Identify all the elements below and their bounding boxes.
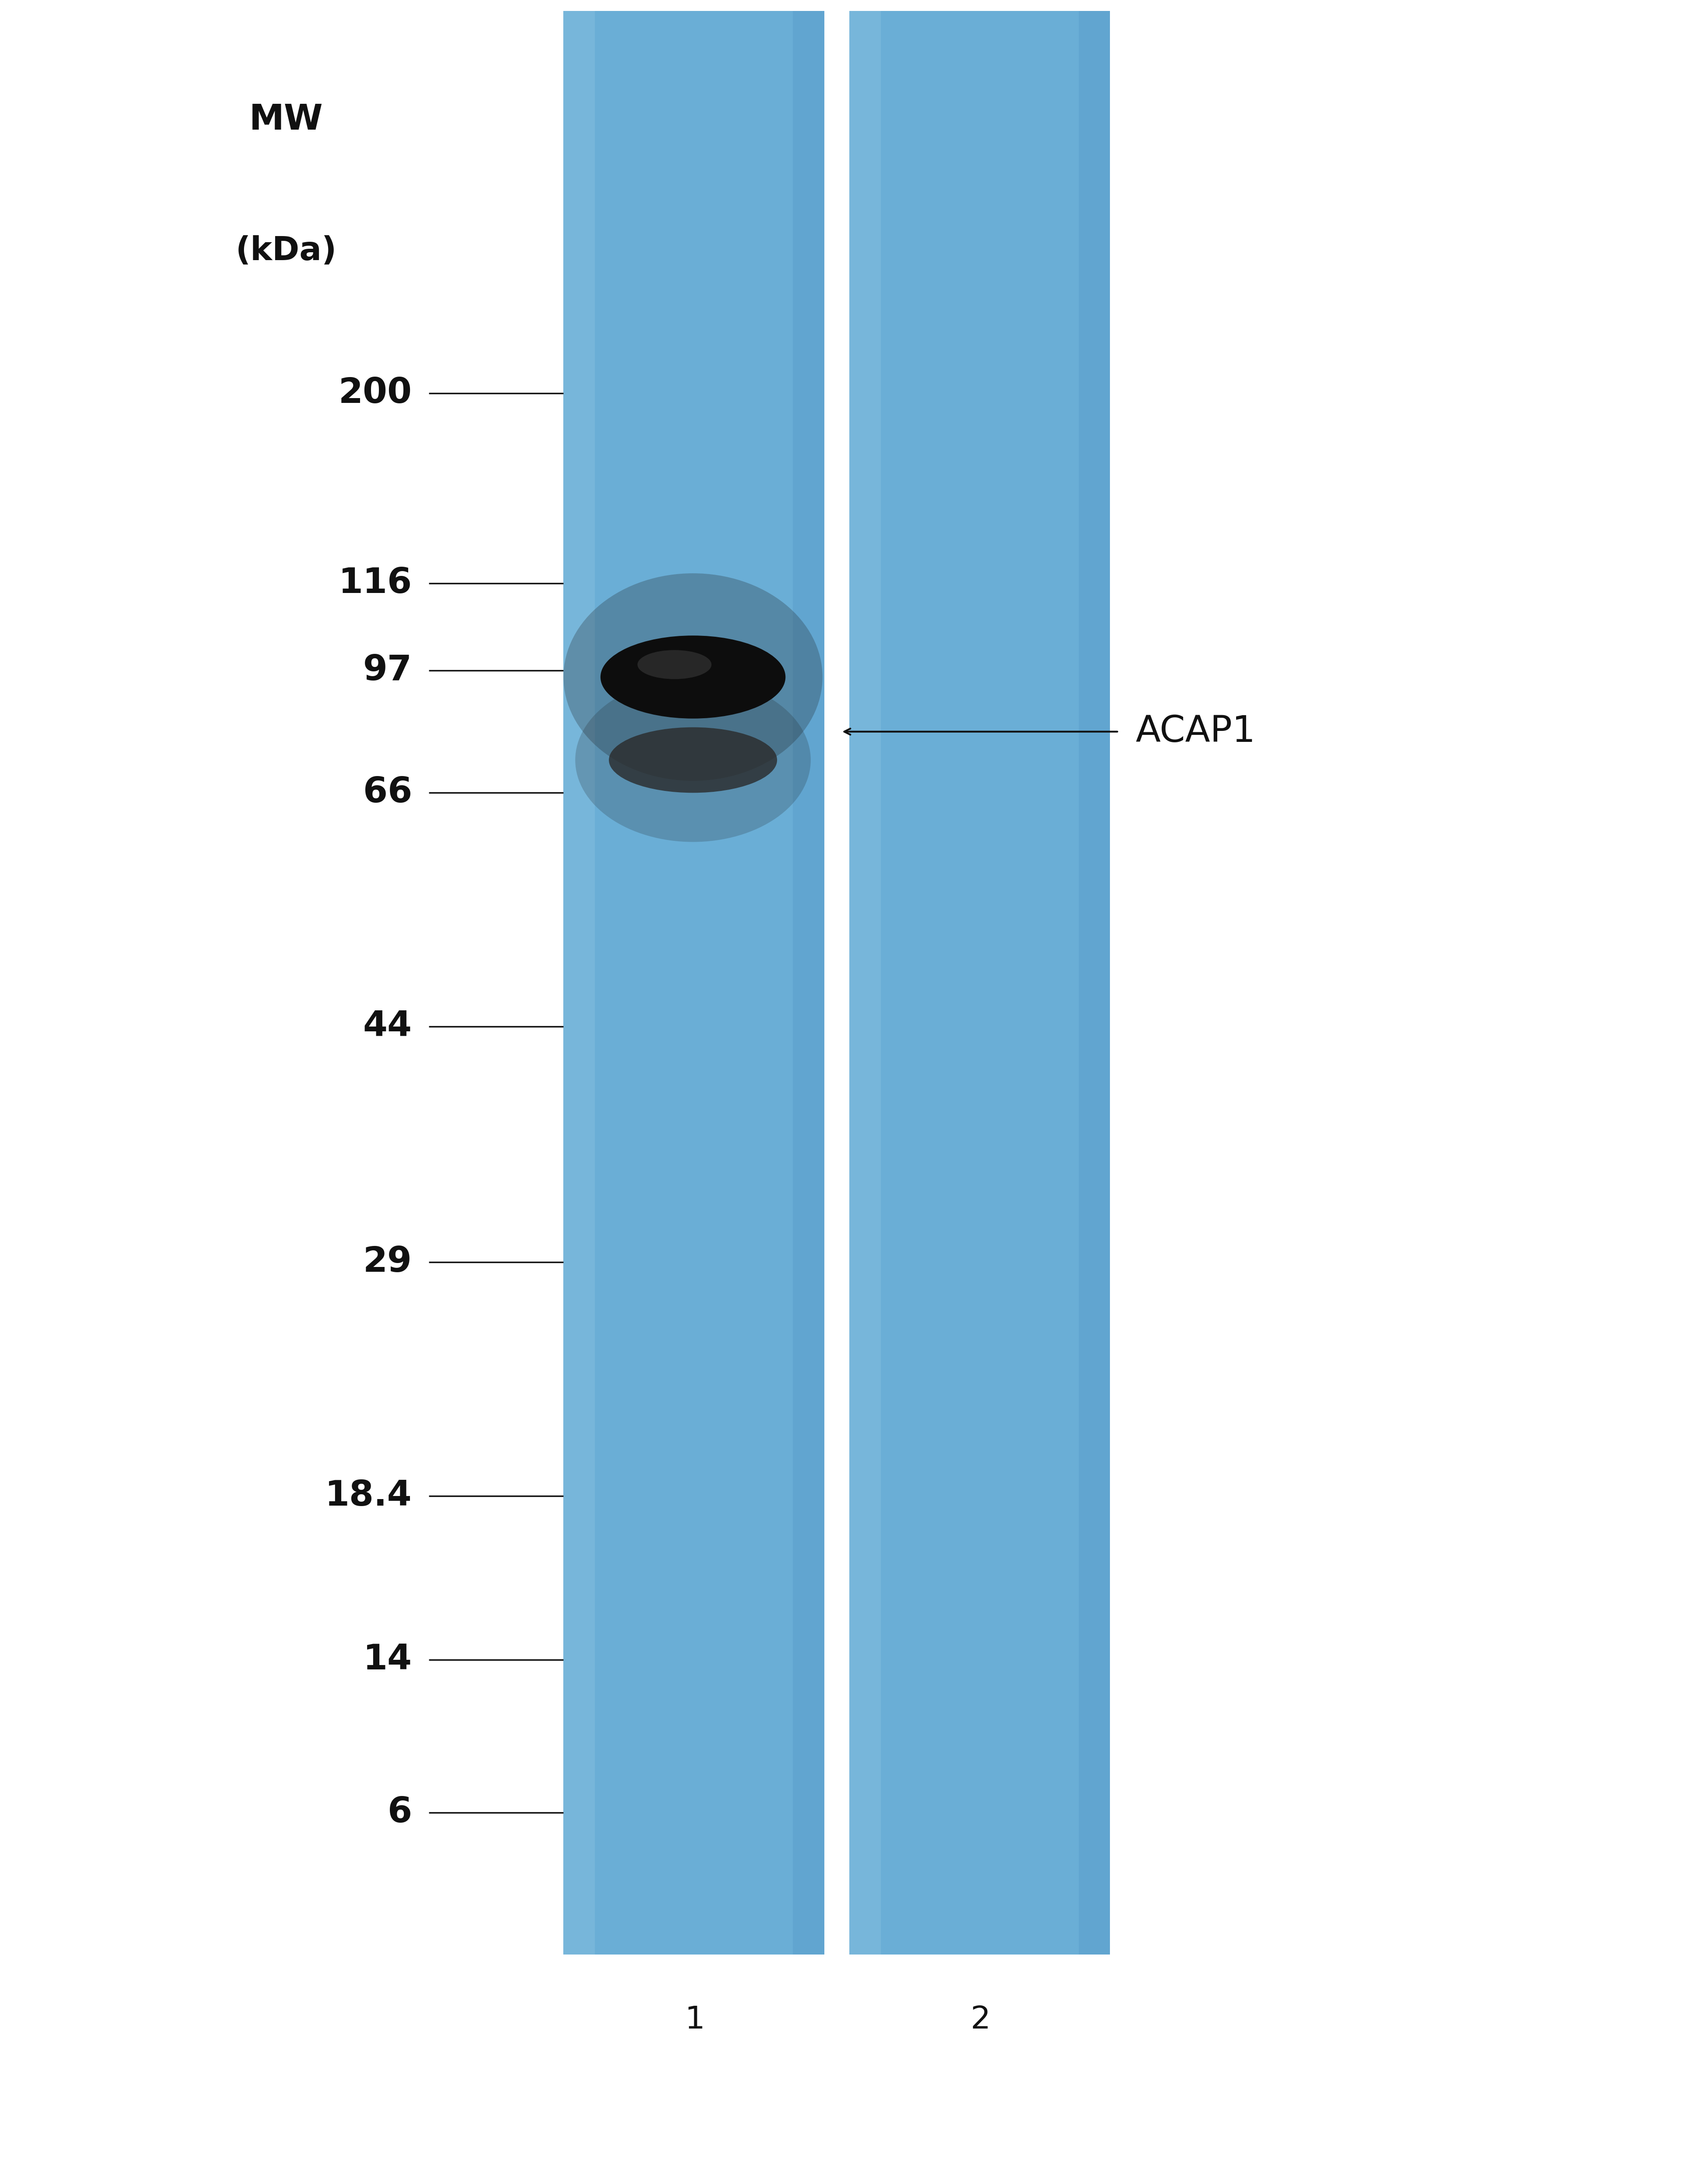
Text: 66: 66 — [363, 775, 412, 810]
Text: 44: 44 — [363, 1009, 412, 1044]
Text: ACAP1: ACAP1 — [1135, 714, 1255, 749]
Text: (kDa): (kDa) — [235, 236, 336, 266]
Text: MW: MW — [249, 103, 323, 138]
Bar — [563, 11, 824, 1955]
Ellipse shape — [563, 572, 822, 782]
Ellipse shape — [600, 636, 785, 719]
Text: 97: 97 — [363, 653, 412, 688]
Text: 1: 1 — [685, 2005, 705, 2035]
Text: 14: 14 — [363, 1642, 412, 1677]
Bar — [563, 11, 595, 1955]
Bar — [792, 11, 824, 1955]
Bar — [1078, 11, 1110, 1955]
Text: 200: 200 — [338, 376, 412, 411]
Text: 2: 2 — [971, 2005, 991, 2035]
Ellipse shape — [609, 727, 777, 793]
Bar — [849, 11, 1110, 1955]
Bar — [849, 11, 881, 1955]
Text: 116: 116 — [338, 566, 412, 601]
Ellipse shape — [637, 651, 711, 679]
Text: 29: 29 — [363, 1245, 412, 1280]
Text: 18.4: 18.4 — [325, 1479, 412, 1514]
Text: 6: 6 — [387, 1795, 412, 1830]
Ellipse shape — [575, 677, 811, 841]
